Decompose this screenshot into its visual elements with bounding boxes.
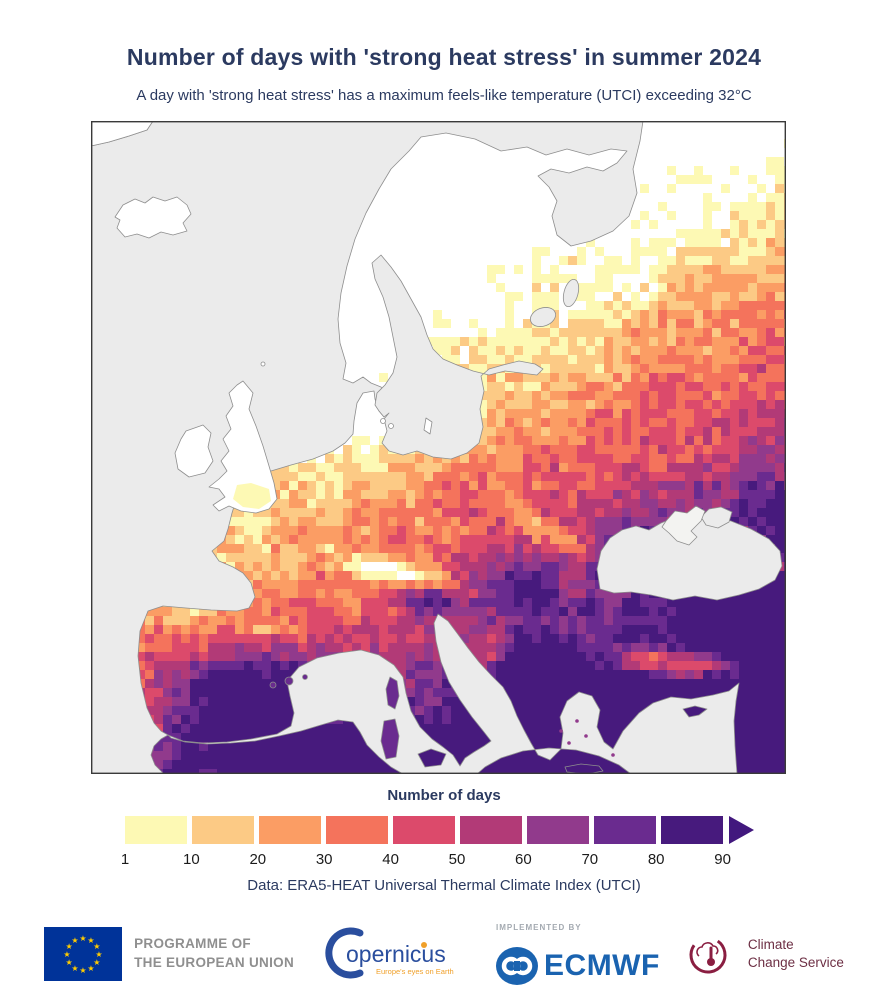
aegean-island	[584, 734, 588, 738]
eu-star: ★	[88, 936, 95, 945]
page-subtitle: A day with 'strong heat stress' has a ma…	[136, 87, 752, 104]
gotland	[423, 417, 433, 435]
danish-island	[388, 423, 394, 429]
eu-flag-icon: ★ ★★★★★★★★★★★	[44, 927, 123, 981]
colorbar	[125, 816, 754, 844]
baltic-sea	[371, 254, 544, 460]
colorbar-segment-8	[594, 816, 656, 844]
ecmwf-name: ECMWF	[544, 948, 660, 982]
ireland	[174, 424, 214, 478]
eu-programme-label: PROGRAMME OF THE EUROPEAN UNION	[134, 935, 294, 973]
colorbar-tick-labels: 1 10 20 30 40 50 60 70 80 90	[121, 851, 765, 871]
eu-star: ★	[80, 934, 87, 943]
danish-island	[380, 418, 386, 424]
c3s-line2: Change Service	[747, 955, 844, 970]
eu-star: ★	[64, 950, 71, 959]
tick-label-60: 60	[515, 851, 532, 868]
great-britain	[208, 380, 278, 514]
page-title: Number of days with 'strong heat stress'…	[126, 44, 762, 70]
tick-label-40: 40	[382, 851, 399, 868]
colorbar-segment-2	[192, 816, 254, 844]
climate-change-service-icon	[689, 936, 727, 974]
copernicus-wordmark: opernicus	[346, 941, 446, 967]
implemented-by-label: IMPLEMENTED BY	[496, 922, 582, 932]
colorbar-segment-6	[460, 816, 522, 844]
black-sea	[596, 513, 783, 601]
corsica	[385, 676, 400, 710]
southern-england-heat-patch	[233, 483, 271, 509]
map-frame	[90, 120, 786, 774]
crimea	[661, 505, 706, 546]
sea-shapes	[90, 120, 783, 775]
colorbar-segment-3	[259, 816, 321, 844]
lake-ladoga	[530, 307, 556, 327]
tick-label-30: 30	[315, 851, 333, 868]
ecmwf-emblem-icon	[496, 946, 539, 985]
colorbar-segment-4	[326, 816, 388, 844]
c3s-line1: Climate	[747, 937, 794, 953]
aegean-island	[611, 753, 615, 757]
eu-star: ★	[72, 964, 79, 973]
copernicus-block: opernicus Europe's eyes on Earth	[320, 927, 470, 981]
ecmwf-block: IMPLEMENTED BY ECMWF	[496, 923, 660, 986]
colorbar-segment-9	[661, 816, 723, 844]
c3s-block: Climate Change Service	[686, 928, 844, 980]
cyprus	[682, 705, 708, 718]
colorbar-segment-7	[527, 816, 589, 844]
c3s-label: Climate Change Service	[748, 936, 844, 971]
islands-and-coast-lands	[90, 120, 708, 775]
legend-title: Number of days	[387, 787, 501, 804]
tick-label-20: 20	[249, 851, 267, 868]
eu-star: ★	[93, 942, 100, 951]
lake-onega	[562, 278, 580, 308]
colorbar-segment-5	[393, 816, 455, 844]
balearic-island	[284, 676, 294, 686]
tick-label-90: 90	[714, 851, 731, 868]
iceland	[114, 196, 192, 239]
eu-programme-line2: THE EUROPEAN UNION	[134, 955, 295, 970]
tick-label-1: 1	[120, 851, 130, 868]
copernicus-satellite-dot	[421, 942, 428, 948]
eu-star: ★	[80, 966, 87, 975]
sea-of-azov	[700, 506, 733, 529]
eu-star: ★	[93, 958, 100, 967]
colorbar-segment-1	[125, 816, 187, 844]
aegean-island	[559, 729, 563, 733]
cloud-icon	[696, 942, 719, 957]
eu-star: ★	[66, 958, 73, 967]
copernicus-tagline: Europe's eyes on Earth	[376, 967, 454, 976]
tick-label-50: 50	[448, 851, 466, 868]
eu-star: ★	[88, 964, 95, 973]
tick-label-70: 70	[581, 851, 599, 868]
colorbar-arrow	[729, 816, 754, 844]
balearic-island	[302, 674, 308, 680]
sardinia	[380, 718, 400, 760]
eu-star: ★	[72, 936, 79, 945]
eu-star: ★	[96, 950, 103, 959]
tick-label-10: 10	[183, 851, 200, 868]
sicily	[417, 748, 447, 768]
footer-logos: ★ ★ ★ ★ ★ ★ ★ ★ ★ ★ ★ ★ PROGRAMME OF THE EUROPEAN U…	[0, 919, 888, 989]
eu-star: ★	[66, 942, 73, 951]
data-source-caption: Data: ERA5-HEAT Universal Thermal Climat…	[247, 877, 641, 894]
eu-programme-block: ★ ★ ★ ★ ★ ★ ★ ★ ★ ★ ★ ★ PROGRAMME OF THE EUROPEAN U…	[44, 927, 294, 981]
shetland-island	[260, 361, 266, 367]
copernicus-crescent-icon	[325, 927, 364, 979]
balearic-island	[269, 681, 277, 689]
eu-programme-line1: PROGRAMME OF	[134, 936, 251, 952]
crete	[564, 763, 604, 775]
aegean-island	[575, 719, 579, 723]
aegean-island	[567, 741, 571, 745]
map-svg	[90, 120, 793, 778]
tick-label-80: 80	[647, 851, 665, 868]
europe-heat-stress-map	[90, 120, 793, 778]
